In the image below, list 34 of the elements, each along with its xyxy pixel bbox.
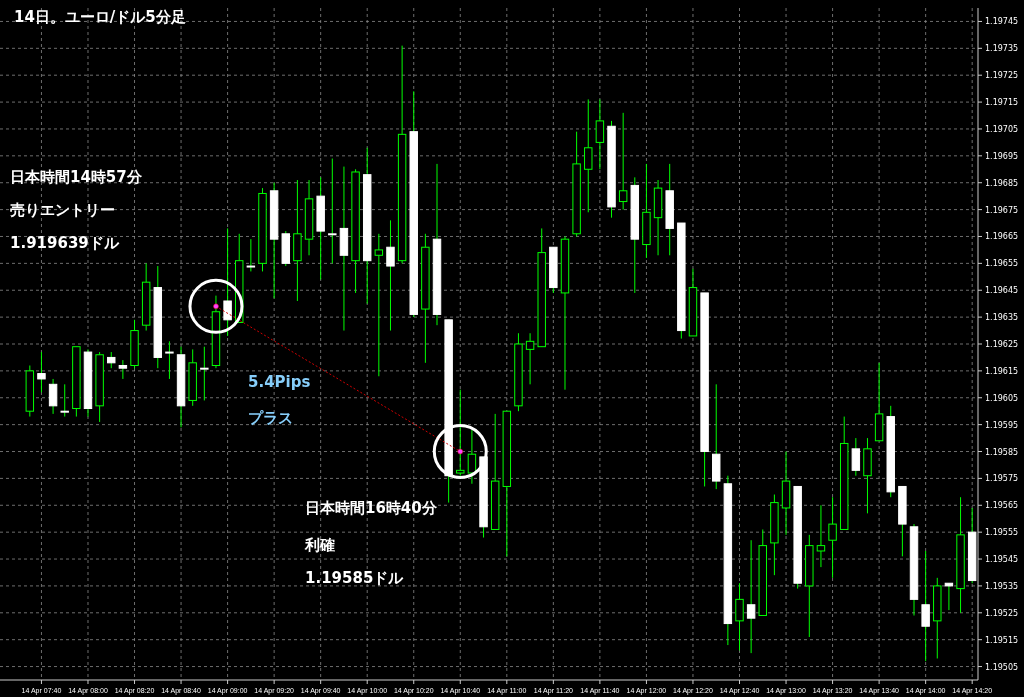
y-tick-label: 1.19685 xyxy=(985,178,1019,188)
annotation: 日本時間16時40分 xyxy=(305,499,438,517)
y-tick-label: 1.19585 xyxy=(985,447,1019,457)
annotation: 1.919639ドル xyxy=(10,234,120,252)
annotation: 1.19585ドル xyxy=(305,569,405,587)
y-tick-label: 1.19595 xyxy=(985,420,1019,430)
y-tick-label: 1.19695 xyxy=(985,151,1019,161)
y-tick-label: 1.19575 xyxy=(985,474,1019,484)
annotation: 利確 xyxy=(304,536,335,554)
annotation: 売りエントリー xyxy=(10,201,115,219)
y-tick-label: 1.19625 xyxy=(985,340,1019,349)
y-tick-label: 1.19515 xyxy=(985,635,1019,645)
y-tick-label: 1.19555 xyxy=(985,528,1019,538)
y-tick-label: 1.19505 xyxy=(985,662,1019,672)
y-tick-label: 1.19715 xyxy=(985,98,1019,108)
chart-title: 14日。ユーロ/ドル5分足 xyxy=(14,8,186,26)
y-tick-label: 1.19605 xyxy=(985,393,1019,403)
y-tick-label: 1.19645 xyxy=(985,286,1019,296)
y-tick-label: 1.19565 xyxy=(985,501,1019,511)
y-tick-label: 1.19735 xyxy=(985,44,1019,54)
y-tick-label: 1.19725 xyxy=(985,71,1019,81)
y-tick-label: 1.19675 xyxy=(985,205,1019,215)
y-tick-label: 1.19615 xyxy=(985,366,1019,376)
y-tick-label: 1.19655 xyxy=(985,259,1019,269)
y-tick-label: 1.19525 xyxy=(985,608,1019,618)
y-tick-label: 1.19635 xyxy=(985,313,1019,323)
y-tick-label: 1.19745 xyxy=(985,17,1019,27)
y-tick-label: 1.19665 xyxy=(985,232,1019,242)
y-tick-label: 1.19545 xyxy=(985,555,1019,565)
y-tick-label: 1.19705 xyxy=(985,124,1019,134)
annotation: 日本時間14時57分 xyxy=(10,168,143,186)
annotation: プラス xyxy=(248,409,293,427)
y-tick-label: 1.19535 xyxy=(985,581,1019,591)
annotation: 5.4Pips xyxy=(248,373,311,391)
